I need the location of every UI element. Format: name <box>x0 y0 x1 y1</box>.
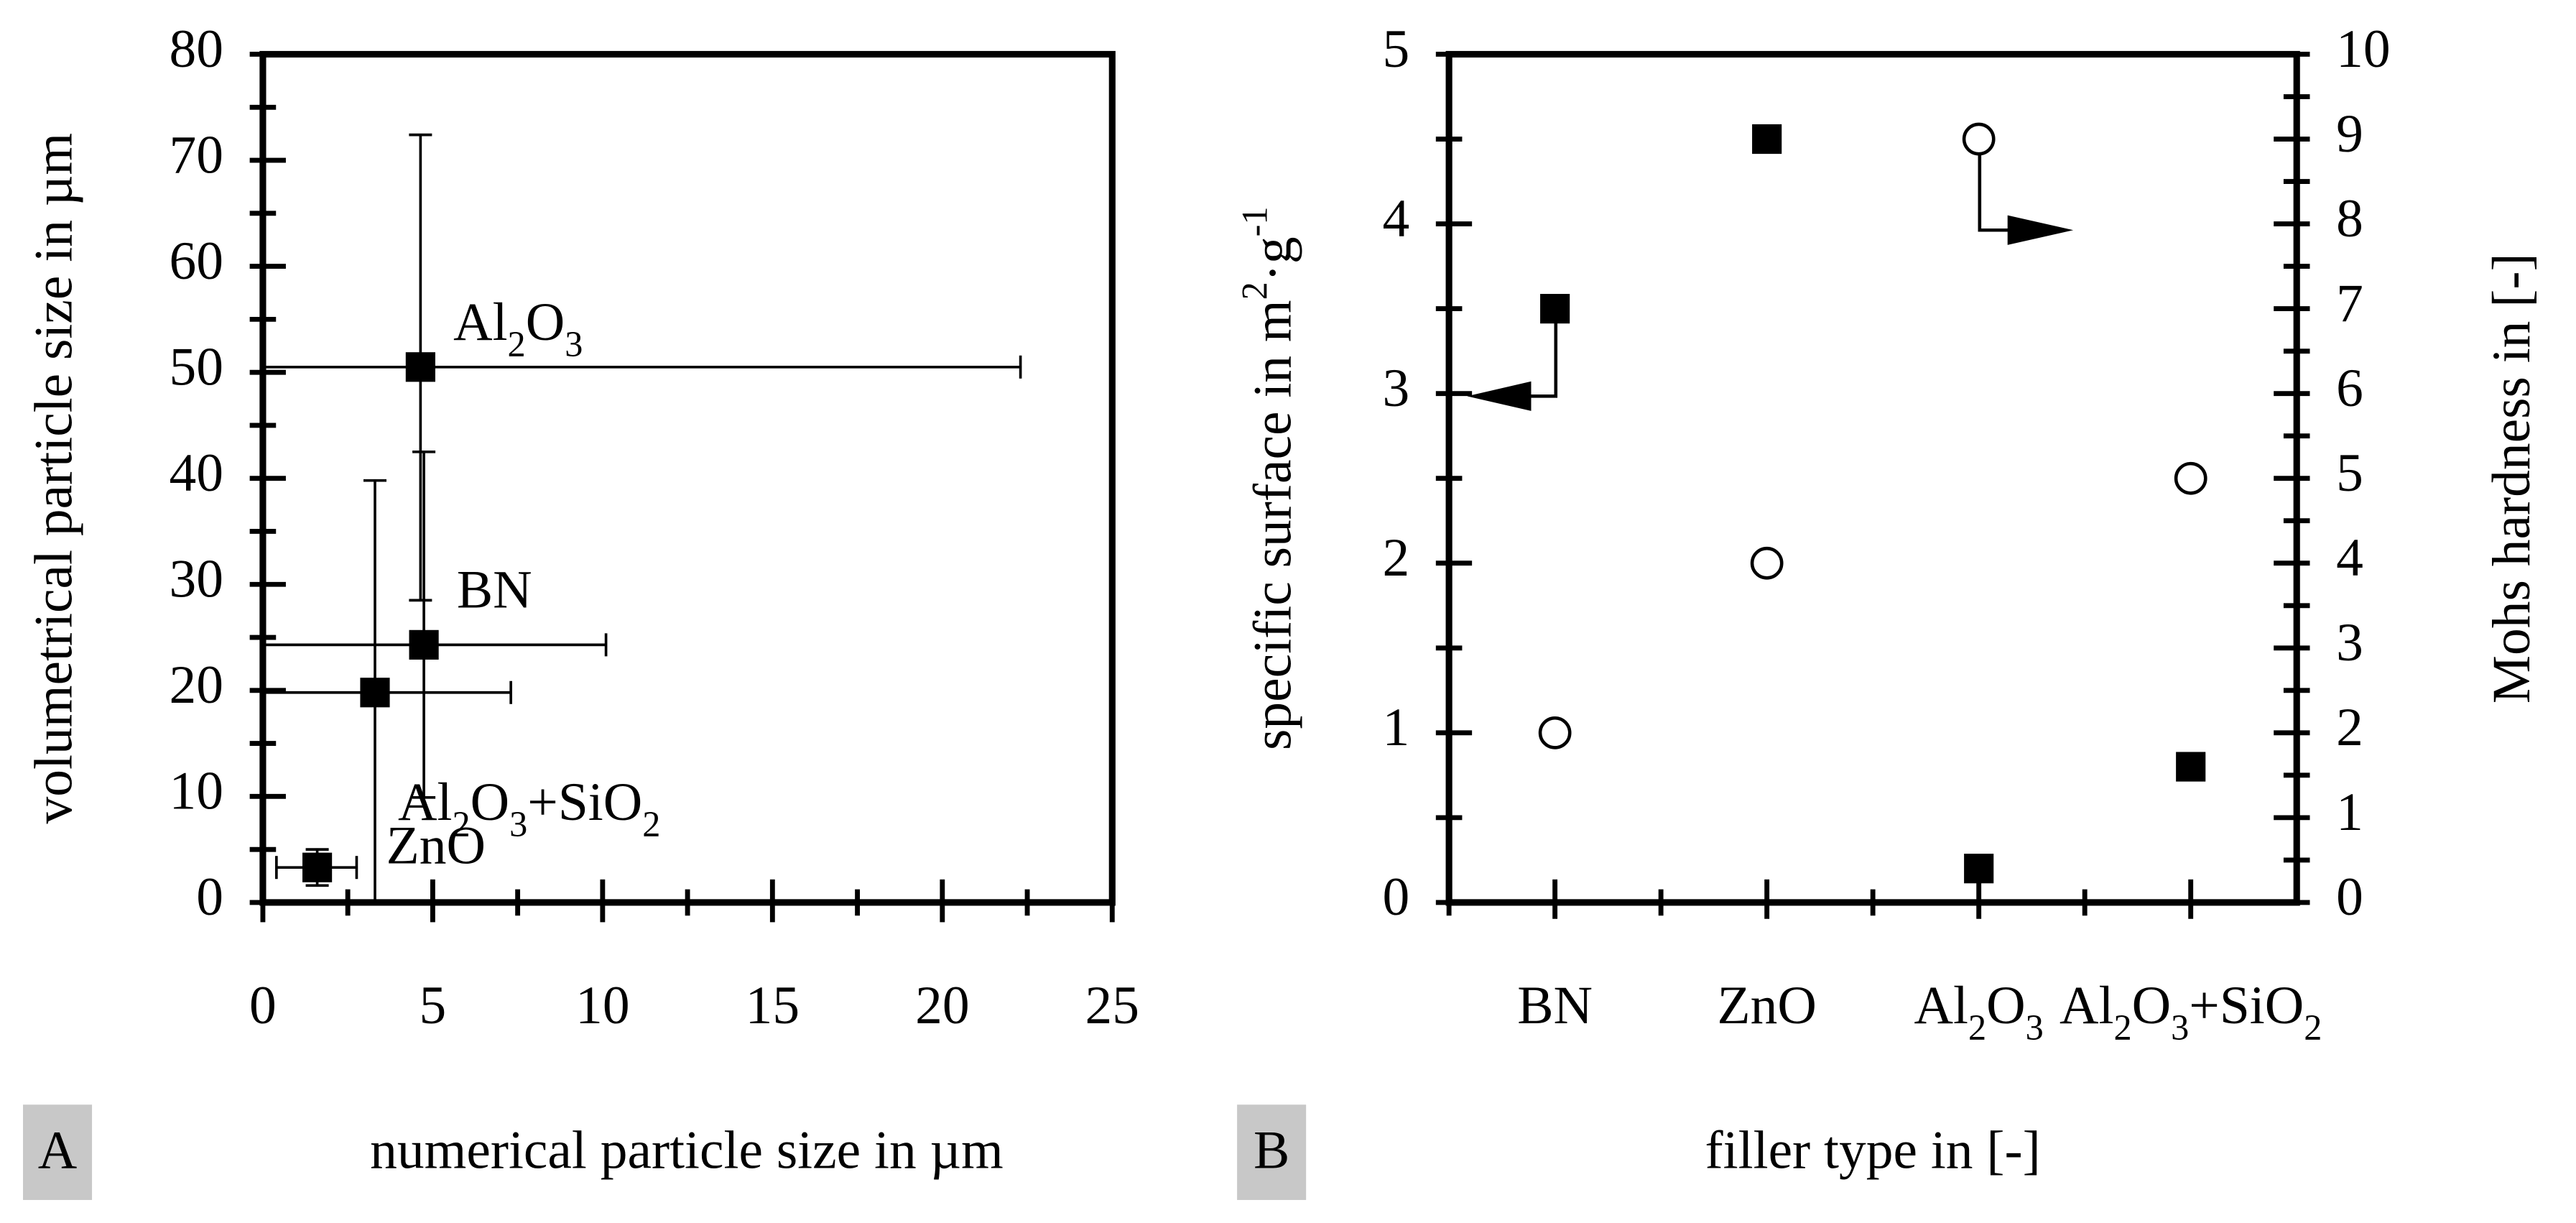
y-tick-label: 80 <box>170 19 223 79</box>
y-tick-label: 8 <box>2336 189 2363 249</box>
y-tick-label: 7 <box>2336 274 2363 333</box>
y2-axis-title: Mohs hardness in [-] <box>2482 253 2542 703</box>
y-tick-label: 6 <box>2336 359 2363 418</box>
y-tick-label: 3 <box>2336 613 2363 673</box>
panel-label: A <box>38 1121 78 1181</box>
y-tick-label: 30 <box>170 550 223 609</box>
x-tick-label: 5 <box>420 976 447 1035</box>
point <box>1538 716 1572 749</box>
y-tick-label: 0 <box>2336 867 2363 927</box>
x-tick-label: 10 <box>575 976 629 1035</box>
y-tick-label: 0 <box>196 867 223 927</box>
y-tick-label: 10 <box>170 762 223 821</box>
arrow-head <box>1467 381 1532 411</box>
y-axis-title: volumetrical particle size in µm <box>24 133 84 823</box>
point <box>302 852 333 882</box>
y-tick-label: 5 <box>2336 443 2363 503</box>
point <box>2174 461 2207 495</box>
panel-label: B <box>1254 1121 1289 1181</box>
point-label: Al2O3 <box>453 292 583 364</box>
point <box>1752 124 1782 154</box>
y-axis-title: specific surface in m2·g-1 <box>1234 206 1303 750</box>
point-label: Al2O3+SiO2 <box>398 772 660 844</box>
y-tick-label: 4 <box>2336 528 2363 588</box>
x-tick-label: Al2O3 <box>1914 976 2044 1047</box>
y-tick-label: 3 <box>1383 359 1410 418</box>
point <box>1750 546 1784 580</box>
y-tick-label: 9 <box>2336 104 2363 164</box>
point <box>1540 294 1570 324</box>
panel-badge <box>1237 1104 1307 1200</box>
point-label: BN <box>457 560 532 620</box>
x-tick-label: 0 <box>249 976 277 1035</box>
point <box>2176 752 2206 782</box>
arrow-line <box>1978 154 2014 232</box>
x-tick-label: 25 <box>1085 976 1139 1035</box>
y-tick-label: 0 <box>1383 867 1410 927</box>
panel-badge <box>23 1104 93 1200</box>
arrow-head <box>2007 215 2074 245</box>
point <box>405 352 435 382</box>
y-tick-label: 2 <box>1383 528 1410 588</box>
x-axis-title: numerical particle size in µm <box>370 1121 1004 1181</box>
x-tick-label: BN <box>1517 976 1593 1035</box>
point <box>360 678 390 708</box>
y-tick-label: 1 <box>2336 783 2363 842</box>
point <box>1962 122 1996 156</box>
y-tick-label: 40 <box>170 443 223 503</box>
x-axis-title: filler type in [-] <box>1705 1121 2041 1181</box>
y-tick-label: 50 <box>170 337 223 397</box>
x-tick-label: 15 <box>746 976 800 1035</box>
y-tick-label: 5 <box>1383 19 1410 79</box>
y-tick-label: 10 <box>2336 19 2390 79</box>
y-tick-label: 20 <box>170 655 223 715</box>
y-tick-label: 70 <box>170 125 223 185</box>
y-tick-label: 4 <box>1383 189 1410 249</box>
point <box>1964 854 1994 884</box>
arrow-line <box>1524 309 1558 398</box>
y-tick-label: 2 <box>2336 698 2363 757</box>
y-tick-label: 60 <box>170 231 223 291</box>
x-tick-label: Al2O3+SiO2 <box>2060 976 2322 1047</box>
point <box>409 629 439 660</box>
x-tick-label: 20 <box>915 976 969 1035</box>
x-tick-label: ZnO <box>1717 976 1816 1035</box>
y-tick-label: 1 <box>1383 698 1410 757</box>
point-label: ZnO <box>386 816 486 876</box>
